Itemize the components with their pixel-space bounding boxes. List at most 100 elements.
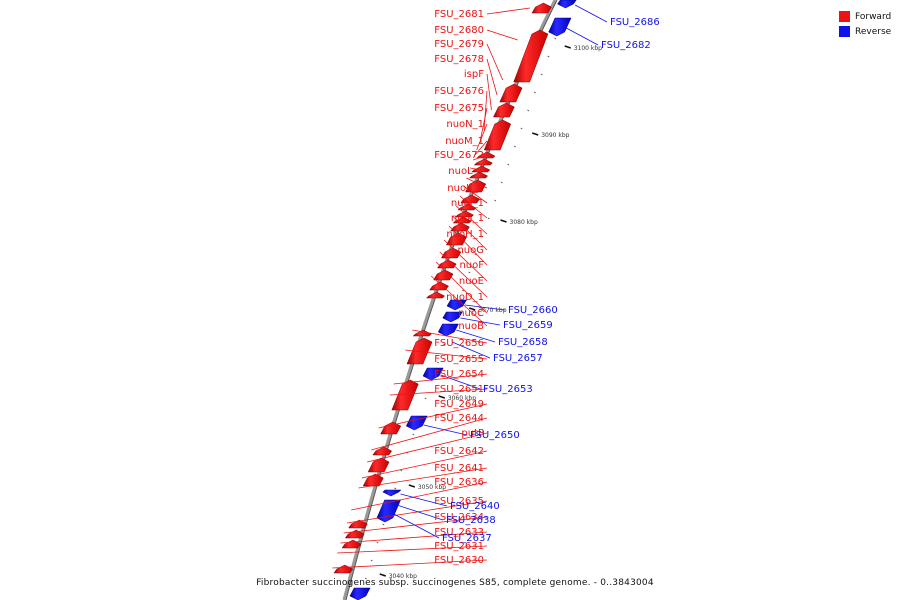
forward-gene-label: nuoD_1 [446, 292, 484, 303]
forward-leader-line [358, 467, 488, 489]
tick-mark [438, 395, 446, 399]
minor-tick [382, 523, 385, 526]
forward-leader-line [405, 349, 488, 360]
forward-gene-label: FSU_2631 [434, 541, 484, 552]
minor-tick [533, 91, 536, 94]
reverse-gene-block [446, 299, 467, 311]
forward-gene-label: nuoN_1 [446, 119, 484, 130]
reverse-leader-line [400, 493, 448, 507]
forward-gene-label: FSU_2642 [434, 446, 484, 457]
forward-gene-label: FSU_2679 [434, 39, 484, 50]
reverse-gene-label: FSU_2653 [483, 384, 533, 395]
forward-gene-label: putP [461, 428, 484, 439]
forward-gene-block [333, 564, 354, 574]
minor-tick [400, 469, 403, 472]
forward-leader-line [346, 500, 488, 524]
forward-leader-line [371, 417, 488, 451]
forward-leader-line [332, 559, 488, 569]
forward-gene-block [531, 2, 552, 14]
forward-leader-line [430, 275, 488, 327]
minor-tick [487, 217, 490, 220]
forward-gene-block [468, 171, 489, 179]
legend-item-forward: Forward [839, 9, 891, 24]
forward-gene-block [348, 519, 368, 529]
forward-gene-block [362, 473, 384, 487]
minor-tick [461, 289, 465, 292]
reverse-leader-line [451, 341, 491, 359]
minor-tick [481, 235, 484, 238]
forward-leader-line [486, 7, 530, 15]
forward-gene-label: nuoH_1 [446, 229, 484, 240]
minor-tick [468, 271, 471, 274]
forward-gene-label: FSU_2675 [434, 103, 484, 114]
forward-gene-label: nuoB [458, 321, 484, 332]
minor-tick [370, 559, 373, 562]
reverse-leader-line [574, 4, 608, 23]
reverse-gene-label: FSU_2657 [493, 353, 543, 364]
forward-leader-line [452, 215, 488, 251]
forward-gene-label: ispF [464, 69, 484, 80]
forward-leader-line [470, 167, 488, 172]
minor-tick [547, 55, 550, 58]
legend-label-forward: Forward [855, 11, 892, 22]
forward-gene-block [406, 337, 433, 365]
forward-gene-label: nuoF [459, 260, 484, 271]
minor-tick [443, 343, 446, 346]
minor-tick [364, 577, 367, 580]
reverse-leader-line [423, 424, 468, 436]
reverse-gene-block [422, 367, 444, 381]
forward-gene-label: FSU_2654 [434, 369, 484, 380]
forward-gene-block [380, 421, 402, 435]
minor-tick [494, 199, 497, 202]
reverse-gene-block [382, 489, 402, 497]
reverse-gene-label: FSU_2658 [498, 337, 548, 348]
forward-gene-label: nuoC [458, 308, 484, 319]
forward-leader-line [378, 403, 488, 429]
forward-gene-label: FSU_2672 [434, 150, 484, 161]
tick-label: 3080 kbp [510, 219, 538, 226]
forward-swatch-icon [839, 11, 850, 22]
forward-leader-line [474, 140, 488, 156]
reverse-gene-label: FSU_2650 [470, 430, 520, 441]
reverse-swatch-icon [839, 26, 850, 37]
reverse-gene-label: FSU_2686 [610, 17, 660, 28]
forward-gene-label: FSU_2651 [434, 384, 484, 395]
forward-gene-label: FSU_2635 [434, 496, 484, 507]
minor-tick [500, 181, 503, 184]
forward-leader-line [483, 90, 488, 131]
minor-tick [513, 145, 516, 148]
forward-gene-label: FSU_2644 [434, 413, 484, 424]
forward-gene-block [425, 291, 446, 299]
forward-gene-block [344, 529, 365, 539]
forward-leader-line [486, 58, 498, 96]
forward-gene-block [367, 457, 390, 473]
minor-tick [474, 253, 477, 256]
tick-mark [500, 219, 507, 223]
minor-tick [412, 433, 415, 436]
forward-gene-block [372, 446, 393, 456]
forward-gene-label: FSU_2655 [434, 354, 484, 365]
tick-label: 3060 kbp [448, 395, 476, 402]
legend-label-reverse: Reverse [855, 26, 892, 37]
forward-gene-label: FSU_2641 [434, 463, 484, 474]
forward-leader-line [486, 29, 518, 41]
forward-gene-label: FSU_2676 [434, 86, 484, 97]
forward-leader-line [466, 177, 488, 189]
tick-mark [564, 45, 571, 49]
reverse-leader-line [393, 513, 440, 539]
forward-gene-label: FSU_2681 [434, 9, 484, 20]
tick-label: 3100 kbp [574, 45, 602, 52]
forward-gene-block [412, 329, 432, 337]
tick-mark [469, 307, 476, 311]
minor-tick [507, 163, 510, 166]
forward-leader-line [486, 73, 492, 111]
forward-leader-line [439, 251, 488, 298]
forward-gene-block [440, 247, 462, 259]
forward-gene-label: FSU_2636 [434, 477, 484, 488]
legend-item-reverse: Reverse [839, 24, 891, 39]
forward-gene-block [499, 83, 523, 103]
forward-leader-line [412, 329, 488, 344]
forward-gene-label: FSU_2680 [434, 25, 484, 36]
tick-label: 3090 kbp [541, 132, 569, 139]
